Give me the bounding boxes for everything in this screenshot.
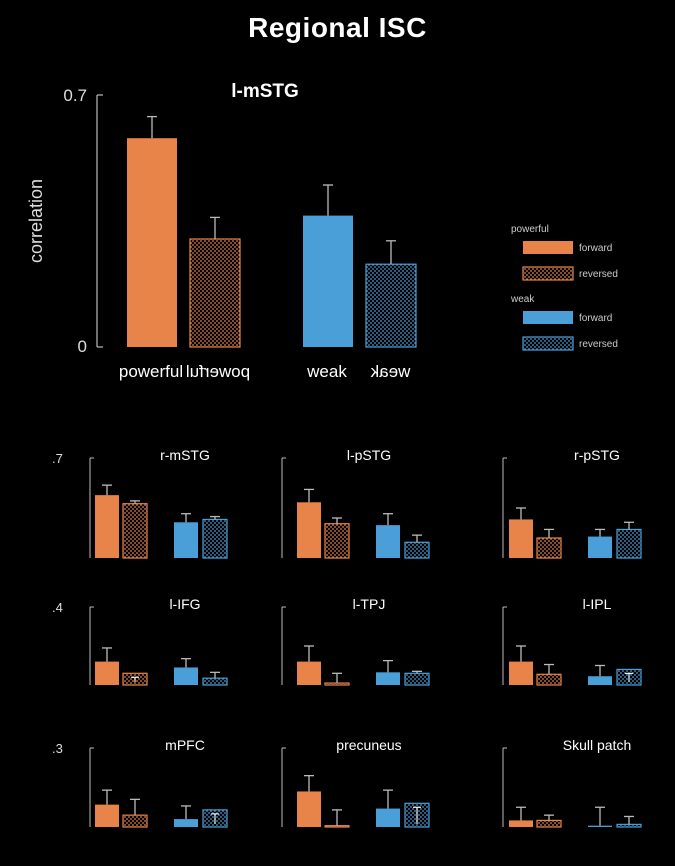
l-tpj-bar-2 [376,672,400,685]
legend-swatch-powerful-reversed [522,266,574,281]
r-pstg-bar-1 [536,537,562,559]
legend-swatch-weak-reversed [522,336,574,351]
precuneus-bar-0 [297,791,321,827]
l-ipl-bar-1 [536,673,562,686]
precuneus-bar-2 [376,808,400,827]
main-y-tick-label-top: 0.7 [63,86,87,105]
l-ifg-bar-2 [174,667,198,685]
l-ifg-title: l-IFG [169,596,200,612]
main-x-label-2: weak [306,362,347,381]
legend-label-weak-forward: forward [579,313,612,324]
skull-patch-title: Skull patch [563,737,631,753]
r-pstg-title: r-pSTG [574,447,620,463]
main-y-axis-label: correlation [26,179,46,263]
l-pstg-bar-3 [404,541,430,559]
mpfc-title: mPFC [165,737,205,753]
legend-group-weak: weak [510,294,535,305]
r-mstg-title: r-mSTG [160,447,210,463]
r-mstg-bar-0 [95,495,119,558]
skull-patch-bar-0 [509,820,533,827]
skull-patch-bar-1 [536,819,562,828]
l-tpj-bar-1 [324,682,350,686]
main-bar-weak-reversed [365,263,417,348]
main-x-label-3: weak [370,362,411,381]
mpfc-bar-0 [95,804,119,827]
precuneus-bar-1 [324,825,350,828]
chart-title: Regional ISC [248,12,427,43]
mpfc-bar-1 [122,814,148,828]
l-pstg-bar-0 [297,502,321,558]
main-x-label-1: powerful [186,362,250,381]
legend-group-powerful: powerful [511,224,549,235]
precuneus-title: precuneus [336,737,401,753]
skull-patch-bar-3 [616,823,642,828]
l-ifg-bar-0 [95,661,119,685]
r-pstg-bar-3 [616,528,642,559]
main-bar-powerful-reversed [189,238,241,348]
legend-label-powerful-forward: forward [579,243,612,254]
main-panel-title: l-mSTG [231,81,299,102]
r-pstg-bar-2 [588,536,612,558]
l-tpj-bar-0 [297,661,321,685]
l-pstg-bar-1 [324,523,350,559]
l-ipl-bar-0 [509,661,533,685]
r-mstg-bar-1 [122,503,148,559]
main-y-tick-label-bottom: 0 [78,337,87,356]
legend-label-powerful-reversed: reversed [579,269,618,280]
r-pstg-bar-0 [509,519,533,558]
l-pstg-title: l-pSTG [347,447,391,463]
r-mstg-bar-2 [174,522,198,558]
l-ipl-bar-2 [588,676,612,685]
legend-swatch-powerful-forward [523,241,573,254]
r-mstg-y-tick-label: .7 [52,451,63,466]
legend-label-weak-reversed: reversed [579,339,618,350]
main-bar-powerful-forward [127,138,177,347]
l-ifg-bar-3 [202,677,228,686]
mpfc-bar-2 [174,819,198,827]
l-tpj-title: l-TPJ [353,596,386,612]
l-tpj-bar-3 [404,672,430,686]
r-mstg-bar-3 [202,518,228,559]
legend-swatch-weak-forward [523,311,573,324]
main-bar-weak-forward [303,215,353,347]
l-ipl-title: l-IPL [583,596,612,612]
l-ifg-y-tick-label: .4 [52,600,63,615]
mpfc-y-tick-label: .3 [52,741,63,756]
l-pstg-bar-2 [376,525,400,558]
main-x-label-0: powerful [119,362,183,381]
skull-patch-bar-2 [588,825,612,827]
